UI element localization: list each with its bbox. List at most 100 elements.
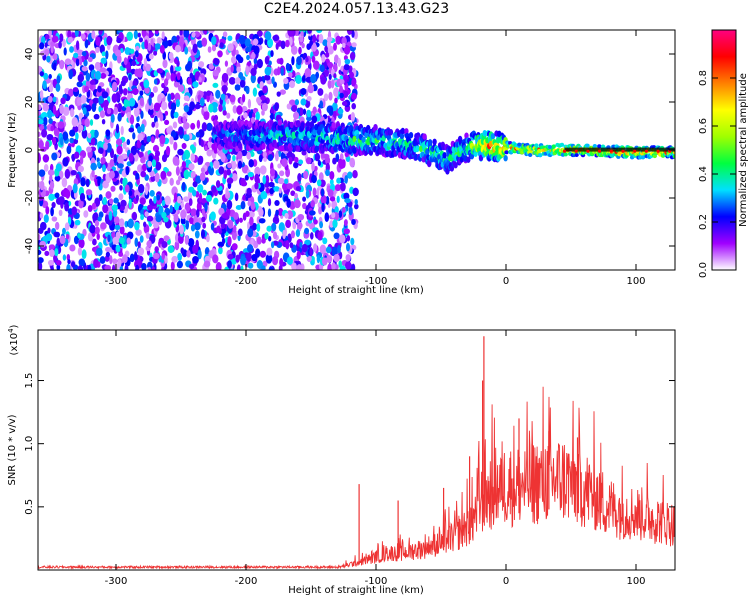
noise-speck xyxy=(254,166,261,176)
noise-speck xyxy=(191,189,197,197)
noise-speck xyxy=(337,108,344,115)
noise-speck xyxy=(319,64,325,73)
noise-speck xyxy=(249,216,254,226)
noise-speck xyxy=(103,142,108,151)
noise-speck xyxy=(141,30,147,38)
colorbar-tick-label: 0.2 xyxy=(698,214,709,230)
ridge-point xyxy=(453,162,458,169)
noise-speck xyxy=(126,139,131,146)
noise-speck xyxy=(270,112,274,121)
noise-speck xyxy=(339,92,344,99)
noise-speck xyxy=(115,123,120,134)
noise-speck xyxy=(319,244,327,255)
noise-speck xyxy=(347,171,353,179)
noise-speck xyxy=(250,73,256,84)
noise-speck xyxy=(300,88,307,95)
noise-speck xyxy=(182,153,186,162)
noise-speck xyxy=(321,202,325,213)
ridge-point xyxy=(388,129,394,136)
noise-speck xyxy=(52,53,58,61)
noise-speck xyxy=(204,145,208,151)
noise-speck xyxy=(268,181,275,188)
noise-speck xyxy=(256,223,261,232)
ridge-point xyxy=(295,145,301,152)
noise-speck xyxy=(341,206,346,213)
noise-speck xyxy=(81,50,87,57)
noise-speck xyxy=(326,255,333,263)
noise-speck xyxy=(306,95,312,102)
noise-speck xyxy=(279,57,284,65)
noise-speck xyxy=(84,39,89,49)
noise-speck xyxy=(221,237,226,245)
noise-speck xyxy=(97,216,102,222)
noise-speck xyxy=(197,249,202,260)
noise-speck xyxy=(58,209,63,217)
noise-speck xyxy=(269,187,274,195)
noise-speck xyxy=(91,169,95,178)
noise-speck xyxy=(117,30,124,33)
noise-speck xyxy=(123,57,128,66)
noise-speck xyxy=(128,127,135,133)
noise-speck xyxy=(271,76,275,85)
noise-speck xyxy=(77,247,83,256)
noise-speck xyxy=(64,58,72,66)
noise-speck xyxy=(299,36,304,43)
noise-speck xyxy=(330,79,335,89)
noise-speck xyxy=(254,173,260,183)
noise-speck xyxy=(134,221,140,231)
noise-speck xyxy=(328,107,334,116)
noise-speck xyxy=(227,253,234,260)
ridge-point xyxy=(309,121,314,128)
noise-speck xyxy=(277,163,282,169)
noise-speck xyxy=(231,55,237,64)
noise-speck xyxy=(212,254,219,264)
ridge-point xyxy=(574,153,579,157)
ridge-point xyxy=(548,145,553,150)
noise-speck xyxy=(268,266,274,270)
noise-speck xyxy=(43,214,49,223)
noise-speck xyxy=(114,129,120,140)
noise-speck xyxy=(208,63,215,70)
ridge-point xyxy=(331,122,336,129)
noise-speck xyxy=(220,93,226,101)
noise-speck xyxy=(113,197,119,204)
noise-speck xyxy=(165,71,171,81)
noise-speck xyxy=(234,84,241,91)
noise-speck xyxy=(81,66,88,72)
noise-speck xyxy=(187,237,195,248)
noise-speck xyxy=(349,71,355,79)
noise-speck xyxy=(155,129,160,139)
noise-speck xyxy=(226,99,230,105)
noise-speck xyxy=(150,175,156,182)
ridge-point xyxy=(247,121,253,128)
noise-speck xyxy=(137,241,141,248)
noise-speck xyxy=(204,202,208,212)
noise-speck xyxy=(87,205,93,212)
noise-speck xyxy=(188,163,195,171)
noise-speck xyxy=(156,37,162,45)
noise-speck xyxy=(143,79,150,89)
noise-speck xyxy=(341,100,348,107)
noise-speck xyxy=(296,221,303,230)
noise-speck xyxy=(91,30,96,40)
ridge-point xyxy=(551,144,556,149)
noise-speck xyxy=(197,155,204,165)
noise-speck xyxy=(45,233,53,242)
noise-speck xyxy=(351,78,357,87)
noise-speck xyxy=(237,160,243,169)
noise-speck xyxy=(118,218,125,228)
noise-speck xyxy=(295,185,302,192)
noise-speck xyxy=(185,63,192,72)
noise-speck xyxy=(143,57,148,67)
noise-speck xyxy=(278,222,285,233)
noise-speck xyxy=(317,88,324,96)
noise-speck xyxy=(231,243,238,251)
noise-speck xyxy=(297,213,305,221)
noise-speck xyxy=(311,257,315,263)
noise-speck xyxy=(146,215,154,222)
noise-speck xyxy=(175,166,180,176)
noise-speck xyxy=(275,42,279,50)
noise-speck xyxy=(136,68,143,78)
noise-speck xyxy=(226,168,232,176)
noise-speck xyxy=(338,159,346,170)
